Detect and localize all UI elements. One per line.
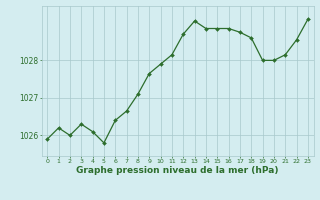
- X-axis label: Graphe pression niveau de la mer (hPa): Graphe pression niveau de la mer (hPa): [76, 166, 279, 175]
